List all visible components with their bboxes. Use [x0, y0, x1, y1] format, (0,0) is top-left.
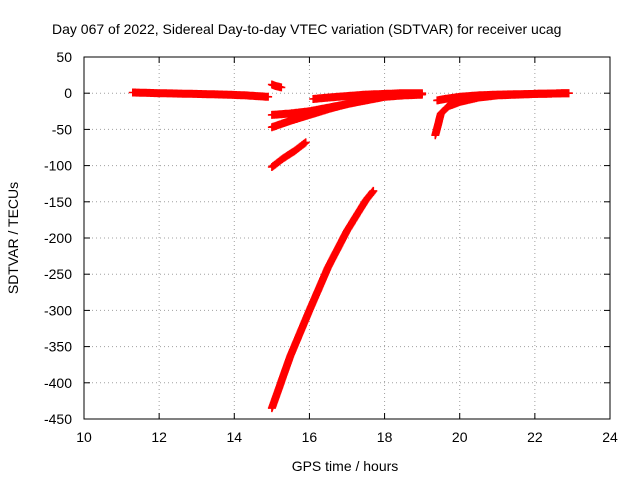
y-tick-label: 50 — [56, 49, 72, 65]
series-markers — [128, 88, 273, 101]
x-tick-label: 16 — [302, 429, 318, 445]
x-tick-label: 22 — [527, 429, 543, 445]
data-series-1 — [128, 88, 273, 101]
data-series-7 — [267, 186, 378, 413]
x-tick-label: 10 — [76, 429, 92, 445]
axis-ticks: 10 12 14 16 18 20 22 24 50 0 -50 -100 -150 -200 -250 -3… — [44, 49, 618, 445]
series-markers — [267, 138, 310, 171]
y-tick-label: -350 — [44, 339, 72, 355]
data-series-9 — [433, 89, 573, 105]
y-tick-label: -200 — [44, 230, 72, 246]
chart-title: Day 067 of 2022, Sidereal Day-to-day VTE… — [52, 21, 561, 37]
x-tick-label: 18 — [377, 429, 393, 445]
grid-lines — [84, 57, 610, 419]
y-tick-label: -400 — [44, 375, 72, 391]
x-tick-label: 20 — [452, 429, 468, 445]
y-tick-label: -250 — [44, 266, 72, 282]
y-axis-label: SDTVAR / TECUs — [5, 182, 21, 294]
y-tick-label: -150 — [44, 194, 72, 210]
x-tick-label: 24 — [602, 429, 618, 445]
data-series-6 — [267, 138, 310, 171]
x-tick-label: 12 — [151, 429, 167, 445]
data-series-2 — [267, 80, 286, 92]
series-markers — [267, 186, 378, 413]
x-axis-label: GPS time / hours — [292, 458, 399, 474]
y-tick-label: 0 — [64, 85, 72, 101]
y-tick-label: -100 — [44, 158, 72, 174]
series-markers — [433, 89, 573, 105]
y-tick-label: -450 — [44, 411, 72, 427]
series-markers — [267, 80, 286, 92]
y-tick-label: -300 — [44, 302, 72, 318]
data-series-5 — [309, 89, 427, 103]
series-markers — [309, 89, 427, 103]
x-tick-label: 14 — [226, 429, 242, 445]
data-series-layer — [128, 80, 573, 413]
y-tick-label: -50 — [52, 121, 72, 137]
